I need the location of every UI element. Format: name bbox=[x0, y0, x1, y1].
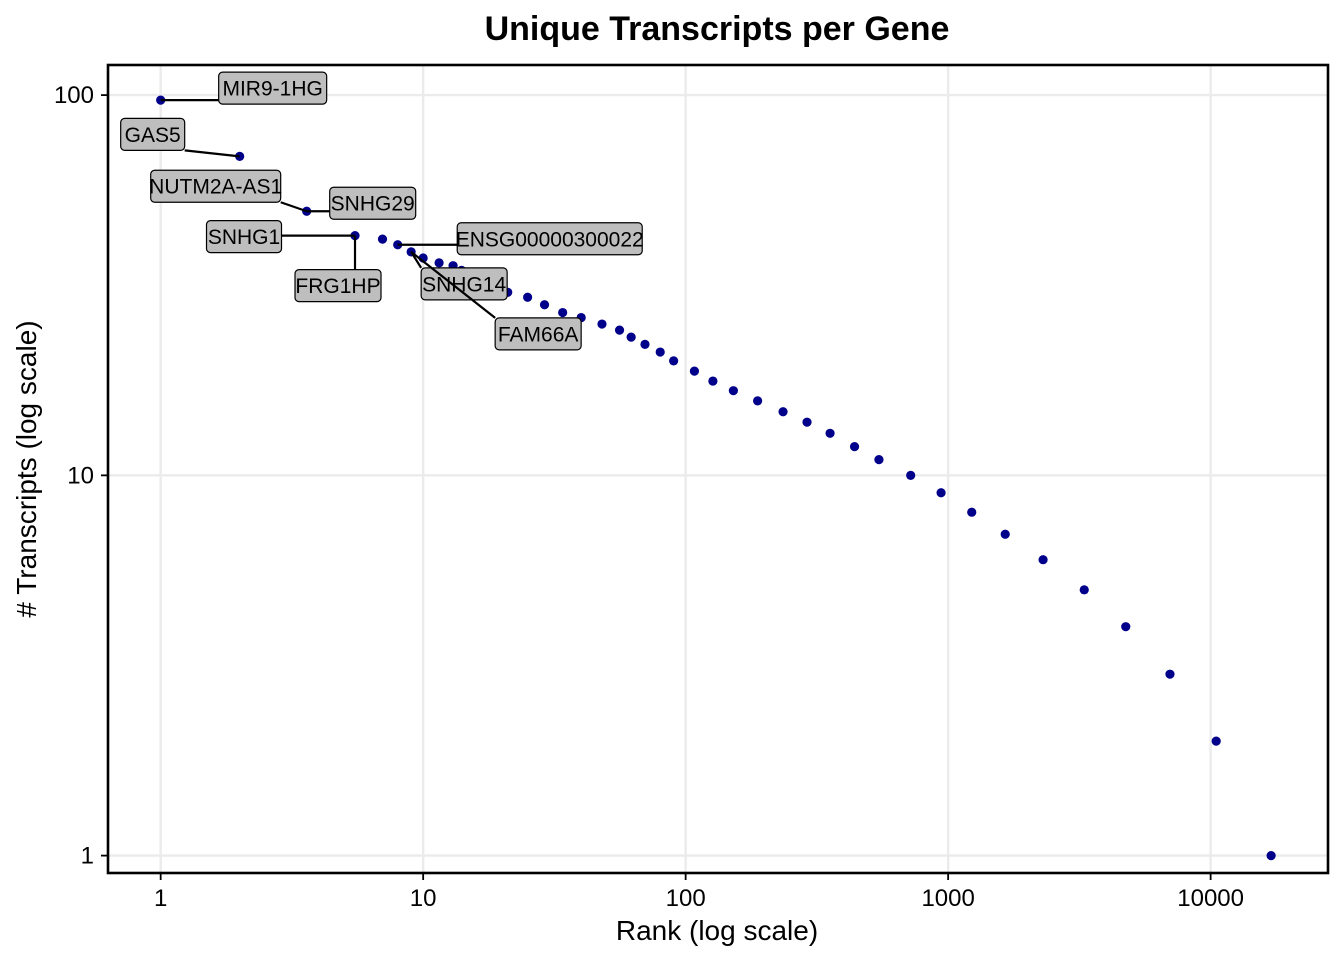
data-point bbox=[1079, 585, 1089, 595]
x-tick-label: 1000 bbox=[921, 885, 974, 912]
data-point bbox=[906, 470, 916, 480]
annotation-label: NUTM2A-AS1 bbox=[149, 176, 282, 199]
grid-lines bbox=[108, 65, 1328, 873]
data-point bbox=[778, 407, 788, 417]
annotation-leader-line bbox=[280, 201, 308, 213]
annotation-label-box bbox=[218, 71, 328, 105]
data-point bbox=[655, 347, 665, 357]
data-point bbox=[558, 307, 568, 318]
x-tick-label: 10000 bbox=[1177, 885, 1244, 912]
data-point bbox=[849, 442, 860, 452]
y-tick-label: 100 bbox=[54, 82, 94, 109]
annotation-label: GAS5 bbox=[125, 124, 181, 147]
data-point bbox=[669, 356, 679, 366]
chart-title: Unique Transcripts per Gene bbox=[485, 10, 950, 48]
annotation-label-box bbox=[494, 317, 582, 351]
data-point bbox=[156, 95, 166, 105]
y-axis-label: # Transcripts (log scale) bbox=[11, 320, 42, 617]
annotation-leader-line bbox=[410, 251, 496, 319]
y-tick-label: 1 bbox=[81, 843, 94, 870]
annotation-label-box bbox=[120, 117, 186, 151]
y-tick-label: 10 bbox=[67, 462, 94, 489]
annotation-label-box bbox=[150, 169, 282, 203]
data-point bbox=[728, 386, 738, 396]
data-point bbox=[802, 417, 812, 427]
x-tick-label: 1 bbox=[154, 885, 167, 912]
data-point bbox=[597, 319, 607, 329]
data-point bbox=[539, 300, 550, 310]
gene-annotations: MIR9-1HG GAS5 NUTM2A-AS1 SNHG29 SNHG1 FRG1HP E… bbox=[120, 71, 644, 351]
annotation-label: SNHG1 bbox=[208, 226, 280, 249]
annotation-label: ENSG00000300022 bbox=[456, 228, 644, 251]
annotation-label: FRG1HP bbox=[295, 275, 380, 298]
data-point bbox=[626, 332, 636, 342]
data-point bbox=[825, 428, 835, 438]
data-point bbox=[1000, 529, 1010, 539]
data-point bbox=[967, 507, 977, 517]
annotation-label-box bbox=[205, 220, 283, 254]
data-point bbox=[1266, 851, 1276, 861]
data-point bbox=[936, 488, 946, 498]
data-point bbox=[614, 325, 625, 335]
data-point bbox=[377, 234, 388, 244]
data-point bbox=[640, 339, 650, 350]
plot-panel-border bbox=[106, 63, 1330, 875]
data-point bbox=[1038, 555, 1048, 565]
data-point bbox=[1121, 622, 1131, 632]
annotation-label-box bbox=[329, 186, 417, 220]
data-point bbox=[689, 366, 700, 376]
data-point bbox=[874, 455, 884, 465]
data-point bbox=[523, 292, 533, 302]
annotation-label: MIR9-1HG bbox=[222, 78, 322, 101]
x-tick-label: 10 bbox=[410, 885, 437, 912]
x-tick-label: 100 bbox=[666, 885, 706, 912]
axis-ticks: 1 10 100 1000 10000 1 10 100 bbox=[54, 82, 1244, 912]
data-point bbox=[753, 396, 763, 406]
data-point bbox=[708, 376, 718, 386]
annotation-label-box bbox=[456, 222, 643, 256]
data-point bbox=[1211, 736, 1221, 746]
annotation-label: SNHG29 bbox=[331, 193, 415, 216]
annotation-label: SNHG14 bbox=[422, 273, 506, 296]
annotation-leader-line bbox=[184, 149, 240, 158]
data-point bbox=[434, 258, 444, 268]
x-axis-label: Rank (log scale) bbox=[616, 915, 818, 946]
data-points bbox=[156, 95, 1276, 861]
data-point bbox=[1165, 669, 1175, 679]
annotation-label-box bbox=[294, 269, 382, 303]
annotation-label: FAM66A bbox=[498, 323, 579, 346]
